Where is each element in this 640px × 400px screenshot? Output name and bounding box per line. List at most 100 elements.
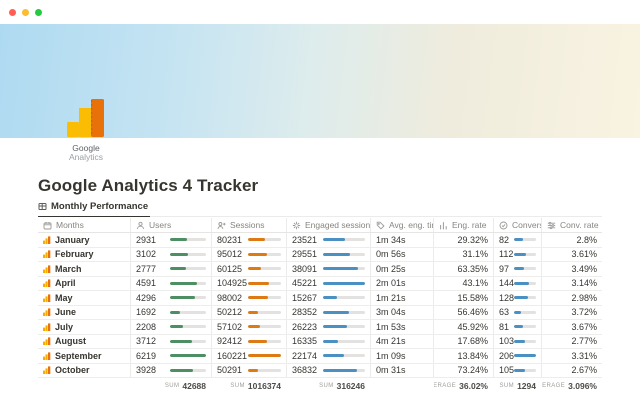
- conv-rate-cell[interactable]: 3.14%: [541, 276, 602, 290]
- conversions-cell[interactable]: 81: [493, 320, 541, 334]
- users-cell[interactable]: 2208: [130, 320, 211, 334]
- sessions-cell[interactable]: 50212: [211, 305, 286, 319]
- page-title[interactable]: Google Analytics 4 Tracker: [38, 176, 259, 195]
- conversions-cell[interactable]: 63: [493, 305, 541, 319]
- avg-eng-time-cell[interactable]: 1m 21s: [370, 291, 433, 305]
- sessions-cell[interactable]: 57102: [211, 320, 286, 334]
- conv-rate-cell[interactable]: 2.67%: [541, 363, 602, 377]
- engaged-cell[interactable]: 45221: [286, 276, 370, 290]
- month-cell[interactable]: June: [38, 306, 130, 320]
- month-cell[interactable]: February: [38, 248, 130, 262]
- avg-eng-time-cell[interactable]: 4m 21s: [370, 334, 433, 348]
- conversions-cell[interactable]: 103: [493, 334, 541, 348]
- sessions-cell[interactable]: 60125: [211, 262, 286, 276]
- eng-rate-cell[interactable]: 63.35%: [433, 262, 493, 276]
- users-cell[interactable]: 3712: [130, 334, 211, 348]
- column-header-avg-eng-time[interactable]: Avg. eng. time: [370, 218, 433, 232]
- month-cell[interactable]: September: [38, 349, 130, 363]
- column-header-sessions[interactable]: Sessions: [211, 218, 286, 232]
- sessions-cell[interactable]: 160221: [211, 349, 286, 363]
- conv-rate-cell[interactable]: 3.61%: [541, 247, 602, 261]
- footer-sessions-sum[interactable]: SUM 1016374: [211, 378, 286, 394]
- footer-conversions-sum[interactable]: SUM 1294: [493, 378, 541, 394]
- conv-rate-cell[interactable]: 3.67%: [541, 320, 602, 334]
- tab-monthly-performance[interactable]: Monthly Performance: [38, 201, 151, 217]
- conversions-cell[interactable]: 97: [493, 262, 541, 276]
- table-row[interactable]: May 4296 98002 15267 1m 21s 15.58% 128 2.98%: [38, 291, 602, 306]
- column-header-months[interactable]: Months: [38, 218, 130, 232]
- conv-rate-cell[interactable]: 3.72%: [541, 305, 602, 319]
- avg-eng-time-cell[interactable]: 2m 01s: [370, 276, 433, 290]
- table-row[interactable]: October 3928 50291 36832 0m 31s 73.24% 105 2.67…: [38, 363, 602, 378]
- sessions-cell[interactable]: 92412: [211, 334, 286, 348]
- users-cell[interactable]: 3102: [130, 247, 211, 261]
- conversions-cell[interactable]: 105: [493, 363, 541, 377]
- eng-rate-cell[interactable]: 31.1%: [433, 247, 493, 261]
- conv-rate-cell[interactable]: 3.31%: [541, 349, 602, 363]
- users-cell[interactable]: 6219: [130, 349, 211, 363]
- eng-rate-cell[interactable]: 73.24%: [433, 363, 493, 377]
- footer-engaged-sum[interactable]: SUM 316246: [286, 378, 370, 394]
- avg-eng-time-cell[interactable]: 0m 31s: [370, 363, 433, 377]
- month-cell[interactable]: April: [38, 277, 130, 291]
- month-cell[interactable]: October: [38, 364, 130, 378]
- table-row[interactable]: July 2208 57102 26223 1m 53s 45.92% 81 3.67%: [38, 320, 602, 335]
- page-cover-image[interactable]: [0, 24, 640, 138]
- column-header-engaged-sessions[interactable]: Engaged sessions: [286, 218, 370, 232]
- table-row[interactable]: August 3712 92412 16335 4m 21s 17.68% 103 2.77%: [38, 334, 602, 349]
- eng-rate-cell[interactable]: 56.46%: [433, 305, 493, 319]
- eng-rate-cell[interactable]: 17.68%: [433, 334, 493, 348]
- minimize-window-button[interactable]: [22, 8, 29, 16]
- table-row[interactable]: January 2931 80231 23521 1m 34s 29.32% 82 2.8%: [38, 233, 602, 248]
- table-row[interactable]: June 1692 50212 28352 3m 04s 56.46% 63 3.72%: [38, 305, 602, 320]
- users-cell[interactable]: 3928: [130, 363, 211, 377]
- conversions-cell[interactable]: 128: [493, 291, 541, 305]
- month-cell[interactable]: July: [38, 320, 130, 334]
- page-icon[interactable]: Google Analytics: [55, 99, 117, 162]
- eng-rate-cell[interactable]: 43.1%: [433, 276, 493, 290]
- sessions-cell[interactable]: 50291: [211, 363, 286, 377]
- avg-eng-time-cell[interactable]: 1m 34s: [370, 233, 433, 247]
- engaged-cell[interactable]: 23521: [286, 233, 370, 247]
- sessions-cell[interactable]: 95012: [211, 247, 286, 261]
- sessions-cell[interactable]: 80231: [211, 233, 286, 247]
- conversions-cell[interactable]: 112: [493, 247, 541, 261]
- footer-users-sum[interactable]: SUM 42688: [130, 378, 211, 394]
- conv-rate-cell[interactable]: 2.77%: [541, 334, 602, 348]
- engaged-cell[interactable]: 28352: [286, 305, 370, 319]
- table-row[interactable]: September 6219 160221 22174 1m 09s 13.84% 206 3…: [38, 349, 602, 364]
- engaged-cell[interactable]: 29551: [286, 247, 370, 261]
- footer-conv-rate-average[interactable]: AVERAGE 3.096%: [541, 378, 602, 394]
- conv-rate-cell[interactable]: 2.8%: [541, 233, 602, 247]
- table-row[interactable]: February 3102 95012 29551 0m 56s 31.1% 112 3.61…: [38, 247, 602, 262]
- footer-eng-rate-average[interactable]: AVERAGE 36.02%: [433, 378, 493, 394]
- eng-rate-cell[interactable]: 29.32%: [433, 233, 493, 247]
- fullscreen-window-button[interactable]: [35, 8, 42, 16]
- users-cell[interactable]: 2777: [130, 262, 211, 276]
- conv-rate-cell[interactable]: 3.49%: [541, 262, 602, 276]
- column-header-users[interactable]: Users: [130, 218, 211, 232]
- avg-eng-time-cell[interactable]: 1m 09s: [370, 349, 433, 363]
- eng-rate-cell[interactable]: 13.84%: [433, 349, 493, 363]
- users-cell[interactable]: 2931: [130, 233, 211, 247]
- avg-eng-time-cell[interactable]: 0m 56s: [370, 247, 433, 261]
- eng-rate-cell[interactable]: 15.58%: [433, 291, 493, 305]
- engaged-cell[interactable]: 38091: [286, 262, 370, 276]
- engaged-cell[interactable]: 22174: [286, 349, 370, 363]
- table-row[interactable]: April 4591 104925 45221 2m 01s 43.1% 144 3.14%: [38, 276, 602, 291]
- column-header-conversions[interactable]: Conversions: [493, 218, 541, 232]
- month-cell[interactable]: March: [38, 262, 130, 276]
- month-cell[interactable]: May: [38, 291, 130, 305]
- sessions-cell[interactable]: 98002: [211, 291, 286, 305]
- users-cell[interactable]: 4296: [130, 291, 211, 305]
- column-header-eng-rate[interactable]: Eng. rate: [433, 218, 493, 232]
- conv-rate-cell[interactable]: 2.98%: [541, 291, 602, 305]
- conversions-cell[interactable]: 144: [493, 276, 541, 290]
- engaged-cell[interactable]: 26223: [286, 320, 370, 334]
- sessions-cell[interactable]: 104925: [211, 276, 286, 290]
- conversions-cell[interactable]: 206: [493, 349, 541, 363]
- avg-eng-time-cell[interactable]: 1m 53s: [370, 320, 433, 334]
- users-cell[interactable]: 4591: [130, 276, 211, 290]
- eng-rate-cell[interactable]: 45.92%: [433, 320, 493, 334]
- avg-eng-time-cell[interactable]: 3m 04s: [370, 305, 433, 319]
